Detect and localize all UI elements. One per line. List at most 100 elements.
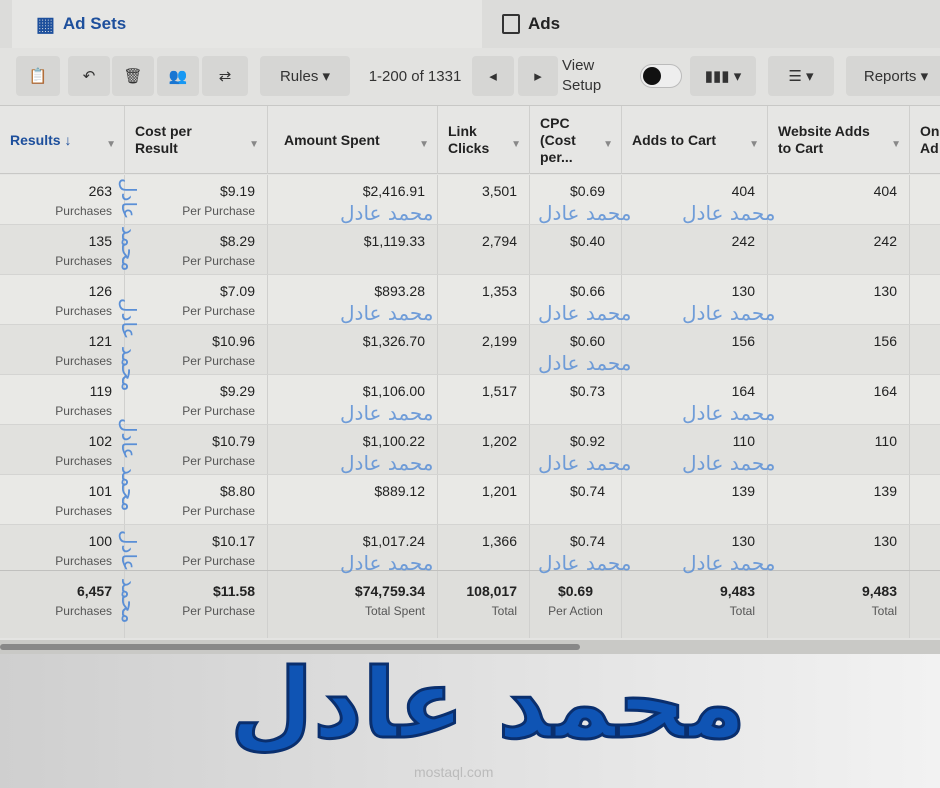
cell-cpr: $9.19 Per Purchase — [125, 175, 268, 224]
column-header-on-ad[interactable]: On-Ad — [910, 106, 940, 174]
cell-clicks: 1,353 — [438, 275, 530, 324]
delete-button[interactable]: 🗑 — [112, 56, 154, 96]
table-row[interactable]: 100 Purchases $10.17 Per Purchase $1,017.24 1… — [0, 525, 940, 575]
prev-page-button[interactable]: ◂ — [472, 56, 514, 96]
breakdown-icon: ☰ ▾ — [788, 68, 814, 85]
pagination-label: 1-200 of 1331 — [368, 67, 462, 85]
cell-on-ad — [910, 225, 940, 274]
total-adds-to-cart: 9,483 Total — [622, 571, 768, 638]
cell-atc: 164 — [622, 375, 768, 424]
cell-spent: $2,416.91 — [268, 175, 438, 224]
chevron-right-icon: ▸ — [534, 68, 542, 85]
undo-button[interactable]: ↶ — [68, 56, 110, 96]
watermark-text-vertical: محمد عادل — [117, 530, 141, 624]
caret-down-icon: ▼ — [603, 139, 613, 150]
caret-down-icon: ▼ — [249, 139, 259, 150]
watermark-text: محمد عادل — [682, 201, 776, 225]
cell-cpr: $10.79 Per Purchase — [125, 425, 268, 474]
clipboard-button[interactable]: 📋 — [16, 56, 60, 96]
total-website-adds-to-cart: 9,483 Total — [768, 571, 910, 638]
tab-ads[interactable]: Ads — [502, 0, 560, 48]
column-header-amount-spent[interactable]: Amount Spent ▼ — [268, 106, 438, 174]
cell-on-ad — [910, 325, 940, 374]
column-header-cost-per-result[interactable]: Cost per Result ▼ — [125, 106, 268, 174]
watermark-text: محمد عادل — [340, 301, 434, 325]
cell-results: 263 Purchases — [0, 175, 125, 224]
cell-spent: $1,106.00 — [268, 375, 438, 424]
cell-watc: 156 — [768, 325, 910, 374]
cell-on-ad — [910, 175, 940, 224]
cell-atc: 110 — [622, 425, 768, 474]
table-row[interactable]: 119 Purchases $9.29 Per Purchase $1,106.00 1,… — [0, 375, 940, 425]
view-setup-label: View Setup — [562, 57, 602, 94]
next-page-button[interactable]: ▸ — [518, 56, 558, 96]
undo-icon: ↶ — [82, 68, 96, 85]
caret-down-icon: ▼ — [419, 139, 429, 150]
view-setup-toggle[interactable] — [640, 64, 682, 88]
watermark-text: محمد عادل — [682, 451, 776, 475]
cell-atc: 139 — [622, 475, 768, 524]
toolbar: 📋 ↶ 🗑 👥 ⇄ Rules ▾ 1-200 of 1331 ◂ ▸ View… — [0, 48, 940, 106]
watermark-logo: محمد عادل — [228, 648, 747, 760]
watermark-text-vertical: محمد عادل — [117, 298, 141, 392]
cell-clicks: 2,199 — [438, 325, 530, 374]
watermark-text: محمد عادل — [682, 401, 776, 425]
caret-down-icon: ▼ — [891, 139, 901, 150]
total-cpc: $0.69 Per Action — [530, 571, 622, 638]
table-row[interactable]: 101 Purchases $8.80 Per Purchase $889.12 1,20… — [0, 475, 940, 525]
cell-clicks: 1,201 — [438, 475, 530, 524]
cell-on-ad — [910, 525, 940, 574]
trash-icon: 🗑 — [123, 68, 143, 85]
watermark-text: محمد عادل — [682, 551, 776, 575]
column-header-website-adds-to-cart[interactable]: Website Adds to Cart ▼ — [768, 106, 910, 174]
cell-watc: 130 — [768, 275, 910, 324]
table-row[interactable]: 135 Purchases $8.29 Per Purchase $1,119.33 2,… — [0, 225, 940, 275]
reports-dropdown[interactable]: Reports ▾ — [846, 56, 940, 96]
tab-bar: ▦ Ad Sets Ads — [0, 0, 940, 48]
cell-cpc: $0.92 — [530, 425, 622, 474]
column-header-link-clicks[interactable]: Link Clicks ▼ — [438, 106, 530, 174]
tab-ad-sets[interactable]: ▦ Ad Sets — [12, 0, 482, 48]
table-row[interactable]: 121 Purchases $10.96 Per Purchase $1,326.70 2… — [0, 325, 940, 375]
watermark-text: محمد عادل — [340, 201, 434, 225]
cell-watc: 164 — [768, 375, 910, 424]
rules-dropdown[interactable]: Rules ▾ — [260, 56, 350, 96]
watermark-text-vertical: محمد عادل — [117, 178, 141, 272]
cell-results: 135 Purchases — [0, 225, 125, 274]
columns-dropdown[interactable]: ▮▮▮ ▾ — [690, 56, 756, 96]
cell-results: 119 Purchases — [0, 375, 125, 424]
total-amount-spent: $74,759.34 Total Spent — [268, 571, 438, 638]
column-header-results[interactable]: Results ↓ ▼ — [0, 106, 125, 174]
cell-clicks: 1,517 — [438, 375, 530, 424]
scrollbar-thumb[interactable] — [0, 644, 580, 650]
cell-watc: 242 — [768, 225, 910, 274]
table-header: Results ↓ ▼ Cost per Result ▼ Amount Spent… — [0, 106, 940, 174]
cell-cpr: $8.29 Per Purchase — [125, 225, 268, 274]
column-header-adds-to-cart[interactable]: Adds to Cart ▼ — [622, 106, 768, 174]
cell-spent: $1,017.24 — [268, 525, 438, 574]
cell-spent: $893.28 — [268, 275, 438, 324]
cell-atc: 156 — [622, 325, 768, 374]
cell-results: 121 Purchases — [0, 325, 125, 374]
cell-results: 102 Purchases — [0, 425, 125, 474]
table-row[interactable]: 263 Purchases $9.19 Per Purchase $2,416.91 3,… — [0, 175, 940, 225]
caret-down-icon: ▼ — [511, 139, 521, 150]
table-row[interactable]: 126 Purchases $7.09 Per Purchase $893.28 1,35… — [0, 275, 940, 325]
people-icon: 👥 — [168, 68, 188, 85]
column-header-cpc[interactable]: CPC (Cost per... ▼ — [530, 106, 622, 174]
horizontal-scrollbar[interactable] — [0, 640, 940, 654]
cell-clicks: 3,501 — [438, 175, 530, 224]
breakdown-dropdown[interactable]: ☰ ▾ — [768, 56, 834, 96]
grid-icon: ▦ — [36, 13, 55, 36]
watermark-text-vertical: محمد عادل — [117, 418, 141, 512]
clipboard-icon: 📋 — [28, 68, 48, 85]
cell-clicks: 1,202 — [438, 425, 530, 474]
table-row[interactable]: 102 Purchases $10.79 Per Purchase $1,100.22 1… — [0, 425, 940, 475]
audience-button[interactable]: 👥 — [157, 56, 199, 96]
cell-watc: 110 — [768, 425, 910, 474]
cell-watc: 404 — [768, 175, 910, 224]
watermark-text: محمد عادل — [538, 201, 632, 225]
caret-down-icon: ▼ — [106, 139, 116, 150]
cell-results: 100 Purchases — [0, 525, 125, 574]
export-button[interactable]: ⇄ — [202, 56, 248, 96]
